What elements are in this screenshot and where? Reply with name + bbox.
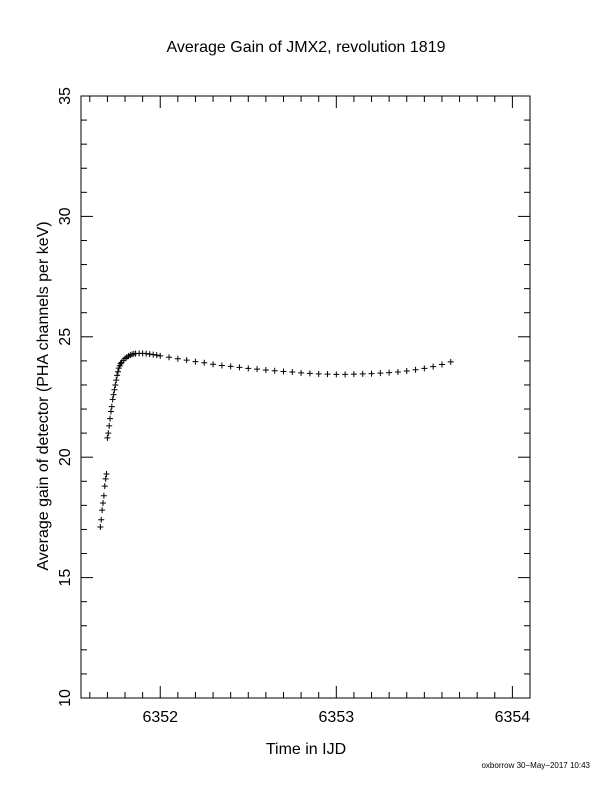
data-points [97, 350, 454, 531]
data-point [210, 361, 217, 368]
data-point [227, 363, 234, 370]
data-point [298, 369, 305, 376]
data-point [157, 352, 164, 359]
data-point [106, 422, 113, 429]
data-point [342, 371, 349, 378]
data-point [114, 372, 121, 379]
data-point [350, 371, 357, 378]
tick-labels: 6352 6353 6354 10 15 20 25 30 35 [57, 87, 530, 726]
data-point [174, 355, 181, 362]
data-point [289, 368, 296, 375]
data-point [108, 403, 115, 410]
data-point [112, 381, 119, 388]
data-point [201, 359, 208, 366]
x-tick-label: 6353 [319, 709, 355, 726]
x-axis-label: Time in IJD [266, 741, 346, 758]
data-point [245, 365, 252, 372]
data-point [107, 415, 114, 422]
data-point [114, 368, 121, 375]
data-point [107, 408, 114, 415]
data-point [97, 524, 104, 531]
data-point [333, 371, 340, 378]
data-point [218, 362, 225, 369]
data-point [359, 370, 366, 377]
data-point [192, 358, 199, 365]
data-point [271, 367, 278, 374]
data-point [412, 366, 419, 373]
data-point [368, 370, 375, 377]
data-point [236, 364, 243, 371]
data-point [403, 367, 410, 374]
data-point [100, 492, 107, 499]
plot-frame [80, 95, 531, 699]
data-point [105, 430, 112, 437]
data-point [377, 370, 384, 377]
data-point [315, 370, 322, 377]
y-tick-label: 30 [57, 207, 74, 225]
footer-credit: oxborrow 30−May−2017 10:43 [481, 761, 590, 770]
data-point [262, 367, 269, 374]
data-point [99, 507, 106, 514]
data-point [111, 386, 118, 393]
data-point [98, 516, 105, 523]
y-tick-label: 25 [57, 328, 74, 346]
data-point [104, 434, 111, 441]
data-point [117, 360, 124, 367]
y-tick-label: 20 [57, 448, 74, 466]
data-point [100, 499, 107, 506]
data-point [394, 368, 401, 375]
y-axis-label: Average gain of detector (PHA channels p… [35, 221, 52, 570]
data-point [306, 370, 313, 377]
data-point [109, 396, 116, 403]
data-point [103, 471, 110, 478]
y-tick-label: 35 [57, 87, 74, 105]
data-point [324, 371, 331, 378]
data-point [153, 352, 160, 359]
axis-ticks [81, 95, 531, 699]
data-point [102, 475, 109, 482]
data-point [280, 368, 287, 375]
y-tick-label: 10 [57, 689, 74, 707]
y-tick-label: 15 [57, 569, 74, 587]
data-point [438, 361, 445, 368]
x-tick-label: 6354 [495, 709, 531, 726]
data-point [113, 377, 120, 384]
data-point [166, 354, 173, 361]
x-tick-label: 6352 [142, 709, 178, 726]
data-point [386, 369, 393, 376]
data-point [430, 363, 437, 370]
data-point [421, 365, 428, 372]
data-point [447, 358, 454, 365]
data-point [183, 357, 190, 364]
chart-title: Average Gain of JMX2, revolution 1819 [167, 39, 446, 56]
data-point [254, 366, 261, 373]
data-point [101, 483, 108, 490]
data-point [110, 391, 117, 398]
